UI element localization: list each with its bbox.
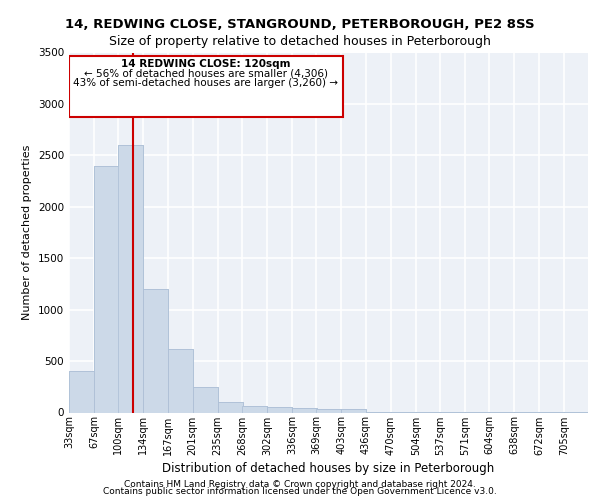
Text: 43% of semi-detached houses are larger (3,260) →: 43% of semi-detached houses are larger (… bbox=[73, 78, 338, 88]
Bar bbox=[341, 409, 367, 412]
Bar bbox=[292, 408, 317, 412]
Text: ← 56% of detached houses are smaller (4,306): ← 56% of detached houses are smaller (4,… bbox=[84, 68, 328, 78]
Bar bbox=[292, 408, 317, 412]
Bar bbox=[69, 372, 94, 412]
FancyBboxPatch shape bbox=[69, 56, 343, 118]
Bar bbox=[193, 387, 218, 412]
Bar bbox=[218, 402, 243, 412]
Bar bbox=[167, 348, 193, 412]
Bar bbox=[94, 166, 119, 412]
Bar bbox=[193, 387, 218, 412]
Bar bbox=[69, 372, 94, 412]
X-axis label: Distribution of detached houses by size in Peterborough: Distribution of detached houses by size … bbox=[163, 462, 494, 474]
Y-axis label: Number of detached properties: Number of detached properties bbox=[22, 145, 32, 320]
Text: Size of property relative to detached houses in Peterborough: Size of property relative to detached ho… bbox=[109, 35, 491, 48]
Bar bbox=[267, 407, 292, 412]
Bar bbox=[242, 406, 267, 412]
Bar bbox=[143, 289, 169, 412]
Bar bbox=[94, 166, 119, 412]
Text: 14 REDWING CLOSE: 120sqm: 14 REDWING CLOSE: 120sqm bbox=[121, 58, 290, 68]
Text: Contains public sector information licensed under the Open Government Licence v3: Contains public sector information licen… bbox=[103, 488, 497, 496]
Bar bbox=[143, 289, 169, 412]
Bar bbox=[341, 409, 367, 412]
Bar bbox=[118, 145, 143, 412]
Text: Contains HM Land Registry data © Crown copyright and database right 2024.: Contains HM Land Registry data © Crown c… bbox=[124, 480, 476, 489]
Bar bbox=[218, 402, 243, 412]
Bar bbox=[316, 409, 341, 412]
Bar bbox=[242, 406, 267, 412]
Bar bbox=[118, 145, 143, 412]
Bar bbox=[167, 348, 193, 412]
Bar bbox=[267, 407, 292, 412]
Bar bbox=[316, 409, 341, 412]
Text: 14, REDWING CLOSE, STANGROUND, PETERBOROUGH, PE2 8SS: 14, REDWING CLOSE, STANGROUND, PETERBORO… bbox=[65, 18, 535, 30]
